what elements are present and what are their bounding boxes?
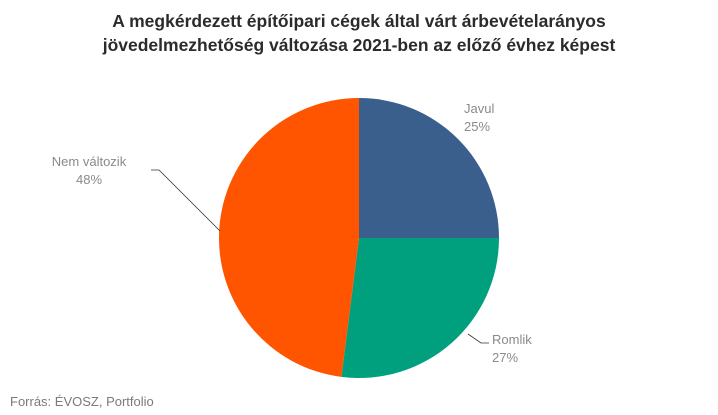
slice-label-javul: Javul: [464, 101, 494, 116]
chart-title: A megkérdezett építőipari cégek által vá…: [0, 9, 718, 57]
slice-labels: Javul 25% Romlik 27% Nem változik 48%: [52, 101, 532, 365]
pie-slice-nem-valtozik: [218, 97, 359, 377]
slice-value-javul: 25%: [464, 119, 490, 134]
leader-line-romlik: [467, 333, 489, 344]
leader-line-nem-valtozik: [151, 169, 221, 232]
chart-title-line-2: jövedelmezhetőség változása 2021-ben az …: [102, 35, 616, 55]
slice-label-romlik: Romlik: [492, 332, 532, 347]
slice-value-nem-valtozik: 48%: [76, 172, 102, 187]
slice-label-nem-valtozik: Nem változik: [52, 154, 127, 169]
pie-slices: [218, 97, 499, 379]
slice-value-romlik: 27%: [492, 350, 518, 365]
pie-slice-romlik: [341, 238, 499, 379]
source-note: Forrás: ÉVOSZ, Portfolio: [10, 394, 154, 409]
chart-title-line-1: A megkérdezett építőipari cégek által vá…: [112, 11, 606, 31]
pie-slice-javul: [359, 98, 499, 238]
leader-lines: [151, 169, 489, 344]
